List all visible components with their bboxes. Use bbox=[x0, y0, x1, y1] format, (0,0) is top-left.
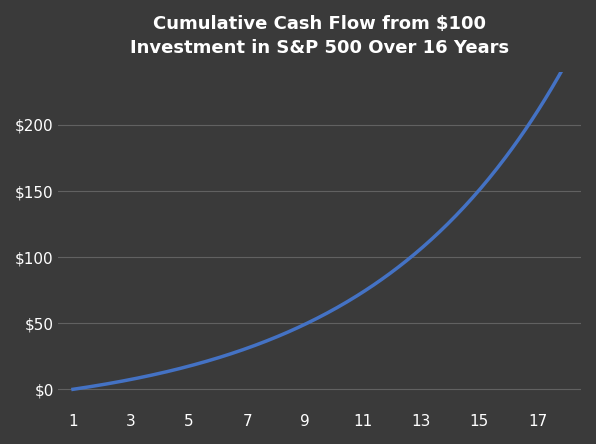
Title: Cumulative Cash Flow from $100
Investment in S&P 500 Over 16 Years: Cumulative Cash Flow from $100 Investmen… bbox=[130, 15, 510, 56]
